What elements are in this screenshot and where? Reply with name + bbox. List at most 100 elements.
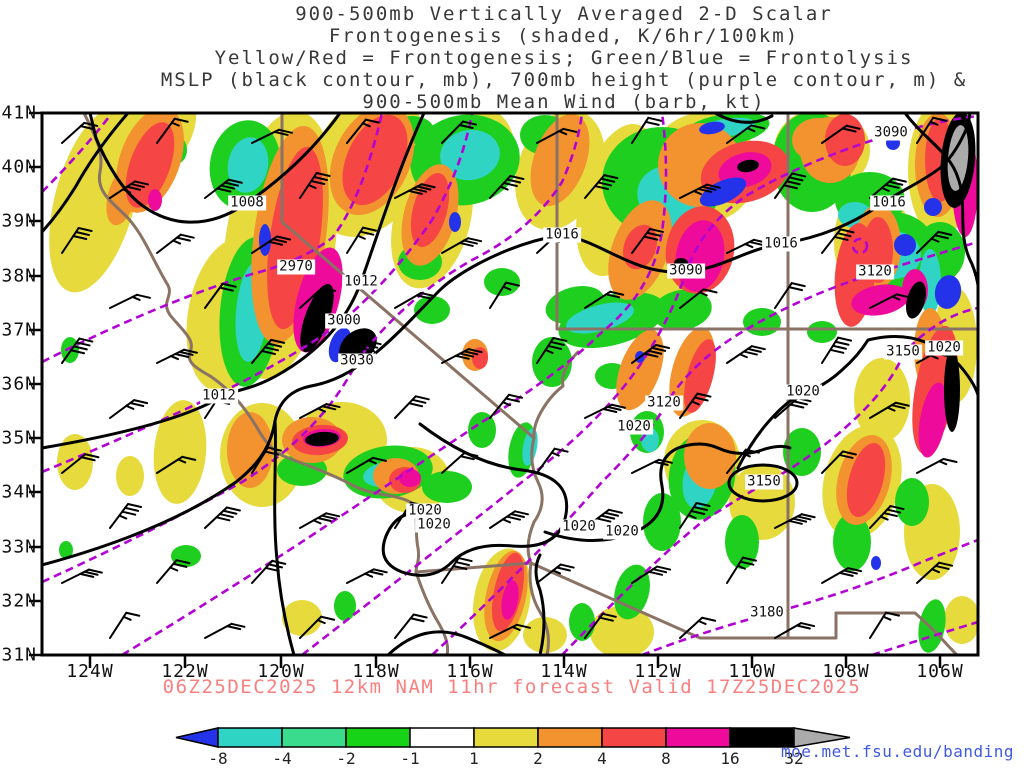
gulf-of-california-coast [528,561,550,654]
wind-barb-tick [264,450,280,456]
y-axis-label: 40N [1,156,37,178]
shading-blob [807,321,837,343]
x-axis-label: 110W [728,661,776,682]
wind-barb-tick [695,501,711,507]
baja-coastline [414,570,450,654]
colorbar-segment [601,727,667,748]
mslp-contour [713,114,774,124]
shading-blob [871,556,881,570]
wind-barb-tick [690,400,700,406]
wind-barb-tick [408,402,424,408]
wind-barb-tick [648,570,664,576]
y-axis-label: 36N [1,373,37,395]
x-axis-label: 118W [352,661,400,682]
wind-barb-tick [934,564,950,570]
shading-blob [399,469,421,487]
shading-blob [616,329,664,411]
wind-barb-tick [552,569,562,575]
contour-label-1008: 1008 [228,194,266,211]
wind-barb-tick [648,227,664,233]
wind-barb-tick [841,450,857,456]
wind-barb-tick [221,282,237,288]
wind-barb-tick [884,611,900,617]
wind-barb-tick [800,622,816,628]
wind-barb-tick [692,505,708,511]
wind-barb-tick [600,514,616,520]
y-axis-label: 38N [1,265,37,287]
wind-barb-tick [834,340,850,346]
wind-barb-tick [886,508,902,514]
wind-barb-tick [789,403,805,409]
wind-barb-tick [558,130,568,136]
contour-label-1020: 1020 [603,523,641,540]
contour-label-3150: 3150 [745,473,783,490]
wind-barb-tick [133,399,149,405]
wind-barb-tick [416,185,432,191]
wind-barb-tick [181,455,197,461]
shading-blob [737,159,759,173]
wind-barb-tick [272,238,288,244]
wind-barb-tick [454,561,470,567]
wind-barb-tick [829,348,845,354]
wind-barb-tick [260,349,276,355]
wind-barb-tick [175,236,191,242]
wind-barb-tick [78,337,94,343]
wind-barb-tick [411,398,427,404]
wind-barb-tick [736,564,746,570]
shading-blob [259,224,271,256]
height-contour-3000 [43,114,474,473]
credit-link[interactable]: moe.met.fsu.edu/banding [780,742,1014,761]
wind-barb-tick [594,185,610,191]
y-axis-label: 31N [1,644,37,666]
wind-barb-tick [364,572,374,578]
mslp-contour [386,630,507,654]
wind-barb-tick [317,290,327,296]
contour-label-1016: 1016 [762,235,800,252]
x-axis-label: 124W [66,661,114,682]
wind-barb-tick [129,402,145,408]
shading-blob [569,603,595,641]
wind-barb-tick [83,570,99,576]
wind-barb-tick [504,397,520,403]
shading-blob [590,606,654,654]
shading-blob [699,177,747,207]
wind-barb-tick [226,625,242,631]
wind-barb-tick [511,625,521,631]
wind-barb-tick [746,127,756,133]
wind-barb-tick [125,404,135,410]
shading-blob [725,515,759,569]
wind-barb-tick [317,407,327,413]
wind-barb-tick [653,460,669,466]
wind-barb-tick [509,174,525,180]
wind-barb-tick [266,446,282,452]
wind-barb-tick [122,188,132,194]
shading-blob [422,471,472,503]
wind-barb-tick [748,240,764,246]
wind-barb-tick [412,613,428,619]
wind-barb-tick [79,572,95,578]
wind-barb-tick [782,184,798,190]
wind-barb-tick [738,353,748,359]
shading-blob [825,114,865,166]
wind-barb-tick [552,336,568,342]
model-run-caption: 06Z25DEC2025 12km NAM 11hr forecast Vali… [162,676,862,698]
contour-label-3000: 3000 [325,312,363,329]
wind-barb-tick [882,615,892,621]
contour-label-1012: 1012 [342,273,380,290]
contour-label-1016: 1016 [870,194,908,211]
height-contour-2970 [43,114,384,363]
wind-barb-tick [72,235,88,241]
wind-barb-tick [74,231,90,237]
shading-blob [484,268,520,296]
wind-barb-tick [692,190,702,196]
contour-label-3120: 3120 [856,263,894,280]
colorbar-level-label: -2 [336,749,356,768]
colorbar-segment [281,727,347,748]
contour-label-3120: 3120 [645,394,683,411]
wind-barb-tick [182,348,198,354]
wind-barb-tick [361,122,371,128]
shading-blob [501,580,519,620]
wind-barb-tick [502,182,518,188]
x-axis-label: 106W [916,661,964,682]
chart-title: 900-500mb Vertically Averaged 2-D Scalar… [104,3,1024,113]
